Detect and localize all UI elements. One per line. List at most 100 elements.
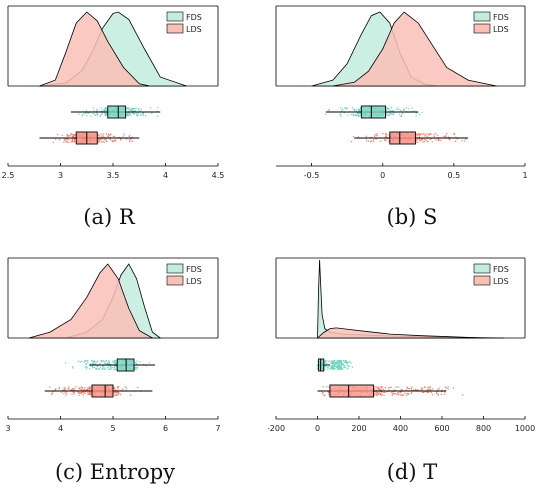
box-lds	[389, 131, 416, 145]
data-point	[379, 394, 381, 396]
data-point	[99, 115, 101, 118]
legend-swatch-lds	[473, 275, 491, 286]
caption-c: (c) Entropy	[54, 460, 176, 484]
data-point	[421, 138, 424, 141]
data-point	[84, 366, 87, 368]
chart-b: -0.5 0 0.5 1 FDS LDS	[275, 5, 528, 180]
data-point	[82, 388, 85, 391]
data-point	[341, 108, 344, 111]
data-point	[156, 115, 159, 117]
data-point	[436, 134, 439, 137]
data-point	[422, 141, 424, 143]
data-point	[137, 386, 139, 389]
data-point	[394, 393, 397, 395]
data-point	[392, 110, 395, 112]
data-point	[91, 362, 94, 365]
data-point	[443, 135, 445, 138]
data-point	[438, 387, 440, 389]
data-point	[384, 391, 386, 394]
data-point	[140, 108, 142, 110]
x-tick-label: 0	[315, 424, 320, 433]
data-point	[400, 391, 402, 393]
data-point	[125, 107, 128, 110]
legend-swatch-fds	[166, 11, 184, 22]
data-point	[410, 389, 413, 391]
data-point	[410, 387, 412, 390]
legend-label-fds: FDS	[186, 265, 202, 274]
panel-b: -0.5 0 0.5 1 FDS LDS (b) S	[268, 0, 536, 245]
data-point	[443, 393, 445, 396]
data-point	[65, 140, 68, 142]
data-point	[342, 359, 345, 362]
data-point	[88, 368, 91, 370]
data-point	[367, 140, 370, 142]
data-point	[111, 367, 114, 369]
data-point	[113, 368, 116, 370]
data-point	[385, 135, 387, 137]
data-point	[377, 386, 380, 388]
data-point	[127, 112, 129, 114]
data-point	[72, 367, 74, 369]
data-point	[411, 386, 413, 388]
data-point	[88, 392, 90, 395]
data-point	[436, 392, 438, 395]
data-point	[73, 387, 75, 389]
data-point	[416, 133, 419, 136]
chart-c: 3 4 5 6 7 FDS LDS	[5, 257, 221, 433]
data-point	[84, 392, 86, 395]
data-point	[83, 392, 85, 394]
data-point	[78, 394, 80, 397]
data-point	[381, 393, 383, 396]
data-point	[426, 135, 428, 138]
data-point	[99, 135, 101, 137]
legend-swatch-lds	[166, 23, 184, 34]
data-point	[418, 133, 420, 135]
panel-d: -200 0 200 400 600 800 1000 FDS LDS (d) T	[268, 245, 536, 490]
data-point	[333, 367, 335, 369]
data-point	[101, 136, 103, 138]
data-point	[87, 112, 90, 114]
data-point	[352, 135, 355, 138]
data-point	[109, 138, 112, 141]
data-point	[149, 107, 151, 109]
data-point	[358, 115, 360, 117]
x-tick-label: -0.5	[304, 171, 320, 180]
data-point	[369, 141, 372, 143]
data-point	[107, 367, 109, 369]
data-point	[129, 112, 131, 115]
data-point	[325, 365, 327, 367]
data-point	[332, 368, 335, 370]
data-point	[96, 108, 98, 111]
data-point	[75, 386, 77, 388]
data-point	[430, 389, 432, 391]
data-point	[392, 114, 395, 116]
data-point	[77, 391, 79, 393]
data-point	[344, 106, 347, 109]
data-point	[385, 132, 387, 135]
data-point	[94, 114, 97, 117]
data-point	[71, 389, 73, 391]
data-point	[365, 140, 368, 142]
data-point	[73, 392, 75, 394]
data-point	[98, 368, 101, 371]
data-point	[74, 141, 76, 143]
data-point	[67, 135, 69, 137]
data-point	[78, 388, 81, 390]
data-point	[86, 388, 89, 391]
data-point	[400, 394, 402, 396]
data-point	[408, 108, 410, 110]
data-point	[357, 108, 359, 110]
box-fds	[116, 358, 135, 372]
data-point	[340, 115, 342, 117]
x-tick-label: -200	[268, 424, 285, 433]
data-point	[126, 387, 128, 389]
data-point	[110, 368, 112, 370]
data-point	[415, 112, 417, 114]
data-point	[89, 393, 92, 395]
data-point	[334, 368, 336, 370]
data-point	[103, 360, 105, 363]
data-point	[115, 363, 117, 365]
data-point	[401, 114, 403, 116]
data-point	[86, 112, 88, 115]
data-point	[340, 364, 343, 366]
